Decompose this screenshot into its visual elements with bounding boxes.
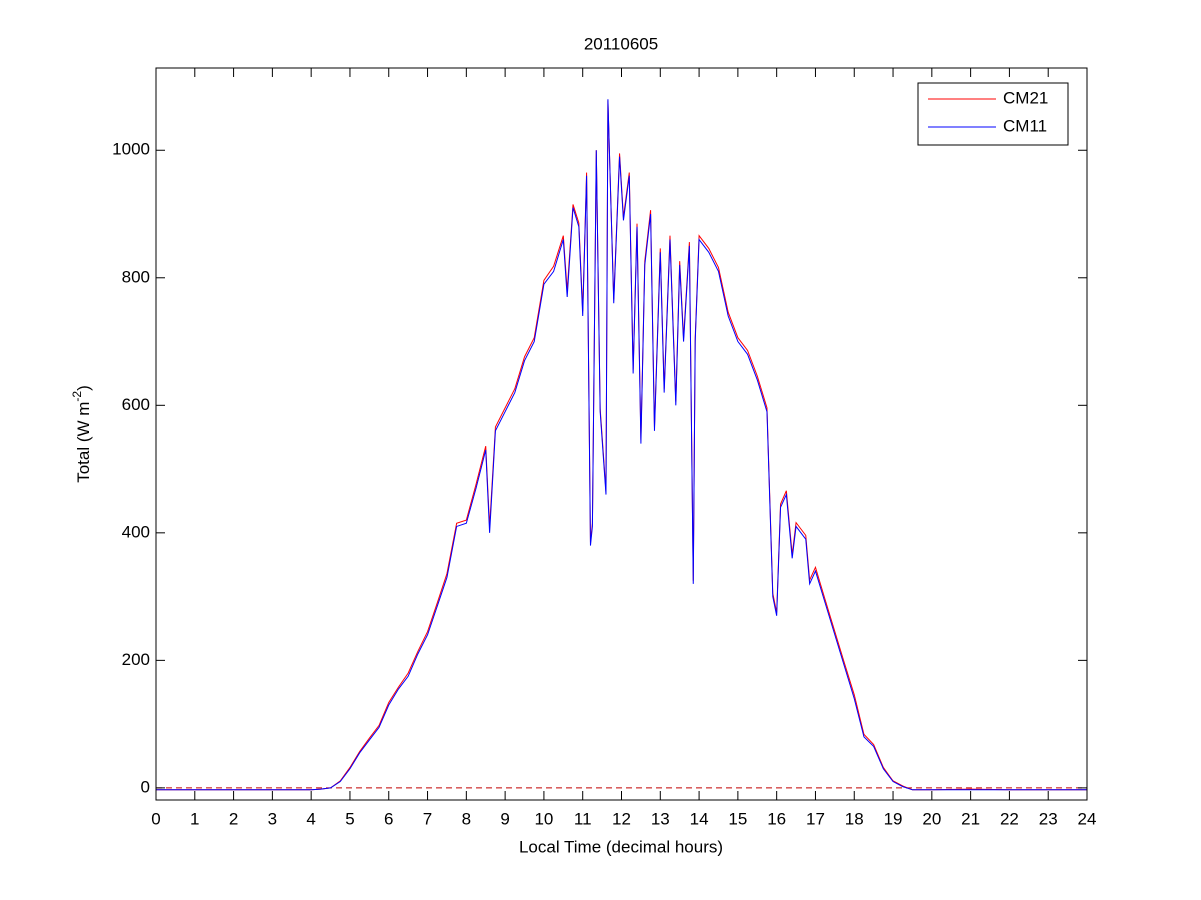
x-tick-label: 10 xyxy=(534,809,553,828)
x-tick-label: 22 xyxy=(1000,809,1019,828)
x-tick-label: 19 xyxy=(884,809,903,828)
x-tick-label: 18 xyxy=(845,809,864,828)
y-axis-label: Total (W m-2) xyxy=(70,385,93,483)
x-tick-label: 23 xyxy=(1039,809,1058,828)
legend-label: CM11 xyxy=(1003,116,1047,135)
x-tick-label: 17 xyxy=(806,809,825,828)
x-tick-label: 12 xyxy=(612,809,631,828)
legend-box xyxy=(917,82,1069,146)
y-tick-label: 1000 xyxy=(112,140,150,159)
chart-title: 20110605 xyxy=(584,34,658,53)
x-tick-label: 3 xyxy=(268,809,277,828)
y-tick-label: 200 xyxy=(122,650,150,669)
x-tick-label: 4 xyxy=(306,809,315,828)
x-tick-label: 24 xyxy=(1078,809,1097,828)
x-tick-label: 14 xyxy=(690,809,709,828)
x-tick-label: 15 xyxy=(728,809,747,828)
y-tick-label: 0 xyxy=(141,777,150,796)
x-tick-label: 16 xyxy=(767,809,786,828)
x-tick-label: 0 xyxy=(151,809,160,828)
y-label-part: ) xyxy=(74,385,93,391)
legend: CM21 CM11 xyxy=(917,82,1069,146)
y-label-sup: -2 xyxy=(70,391,84,402)
y-tick-label: 600 xyxy=(122,395,150,414)
y-tick-label: 400 xyxy=(122,522,150,541)
x-tick-label: 5 xyxy=(345,809,354,828)
x-tick-label: 2 xyxy=(229,809,238,828)
x-tick-label: 7 xyxy=(423,809,432,828)
x-tick-label: 9 xyxy=(500,809,509,828)
data-line xyxy=(156,99,1087,791)
x-tick-label: 8 xyxy=(462,809,471,828)
x-tick-label: 1 xyxy=(190,809,199,828)
y-label-part: Total (W m xyxy=(74,402,93,483)
legend-label: CM21 xyxy=(1003,88,1048,107)
x-tick-label: 13 xyxy=(651,809,670,828)
x-tick-label: 6 xyxy=(384,809,393,828)
x-tick-label: 11 xyxy=(574,809,592,828)
x-tick-label: 20 xyxy=(922,809,941,828)
y-tick-label: 800 xyxy=(122,267,150,286)
x-tick-label: 21 xyxy=(961,809,980,828)
x-axis-label: Local Time (decimal hours) xyxy=(519,837,723,856)
